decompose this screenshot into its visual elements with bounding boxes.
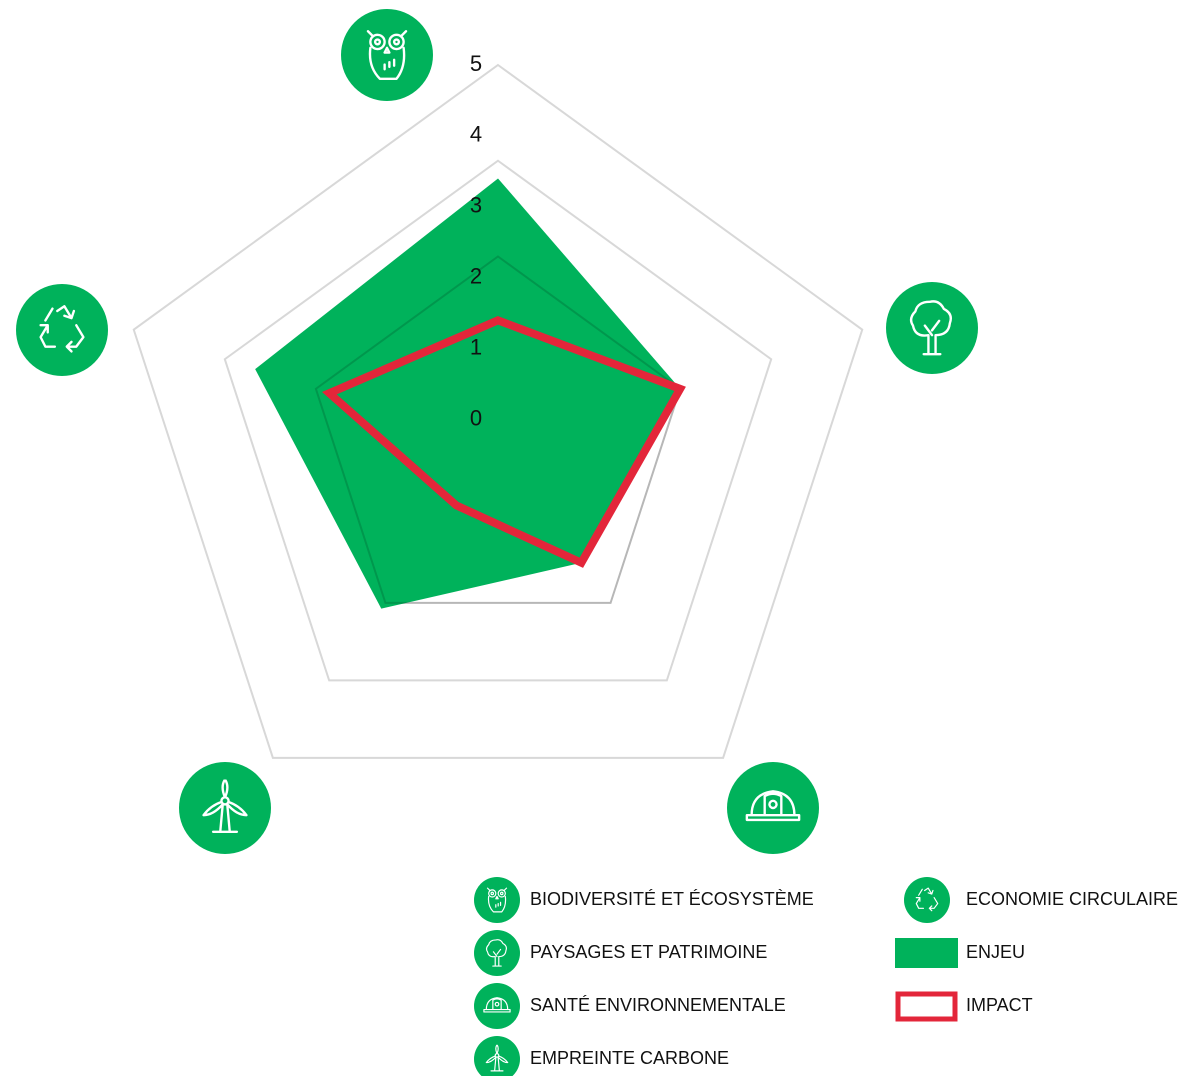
r-tick-label: 1 bbox=[470, 335, 482, 360]
legend-swatch bbox=[895, 938, 958, 968]
grid-ring bbox=[223, 159, 773, 682]
legend-icon bbox=[474, 983, 520, 1029]
grid-ring bbox=[132, 63, 864, 759]
icon-circle bbox=[179, 762, 271, 854]
icon-circle bbox=[904, 877, 950, 923]
axis-icon bbox=[727, 762, 819, 854]
axis-icon bbox=[341, 9, 433, 101]
legend-label: ECONOMIE CIRCULAIRE bbox=[966, 889, 1178, 909]
icon-circle bbox=[886, 282, 978, 374]
axis-icon bbox=[179, 762, 271, 854]
legend-label: PAYSAGES ET PATRIMOINE bbox=[530, 942, 767, 962]
series-0 bbox=[255, 178, 681, 609]
r-tick-label: 4 bbox=[470, 122, 482, 147]
legend-swatch bbox=[895, 991, 958, 1022]
legend-label: BIODIVERSITÉ ET ÉCOSYSTÈME bbox=[530, 889, 814, 909]
legend-icon bbox=[904, 877, 950, 923]
legend-label: ENJEU bbox=[966, 942, 1025, 962]
icon-circle bbox=[16, 284, 108, 376]
axis-icon bbox=[16, 284, 108, 376]
icon-circle bbox=[474, 1036, 520, 1076]
r-tick-label: 3 bbox=[470, 193, 482, 218]
legend-label: EMPREINTE CARBONE bbox=[530, 1048, 729, 1068]
r-tick-label: 2 bbox=[470, 264, 482, 289]
r-tick-label: 5 bbox=[470, 51, 482, 76]
icon-circle bbox=[474, 877, 520, 923]
legend-icon bbox=[474, 1036, 520, 1076]
legend-icon bbox=[474, 877, 520, 923]
icon-circle bbox=[474, 930, 520, 976]
legend-icon bbox=[474, 930, 520, 976]
inner-grid-ring bbox=[314, 255, 682, 604]
legend-label: SANTÉ ENVIRONNEMENTALE bbox=[530, 995, 786, 1015]
legend-label: IMPACT bbox=[966, 995, 1033, 1015]
icon-circle bbox=[341, 9, 433, 101]
axis-icon bbox=[886, 282, 978, 374]
r-tick-label: 0 bbox=[470, 405, 482, 430]
series-1 bbox=[321, 316, 686, 568]
